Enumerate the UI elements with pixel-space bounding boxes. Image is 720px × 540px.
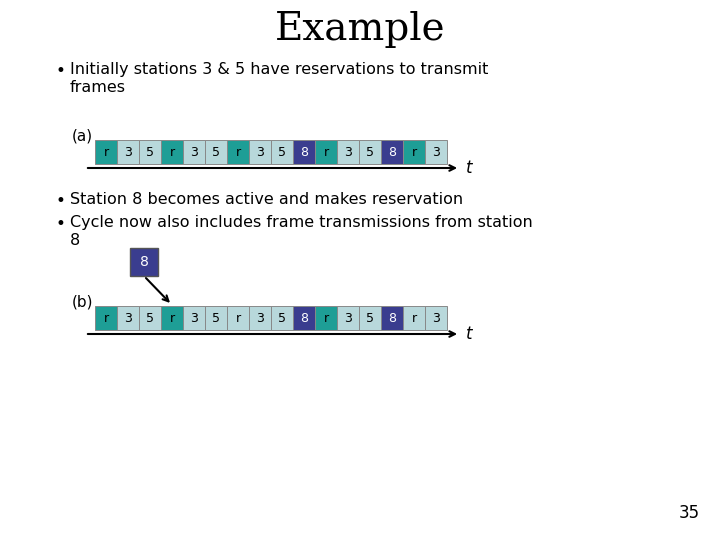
Text: r: r: [169, 145, 174, 159]
Text: 5: 5: [212, 312, 220, 325]
Bar: [161, 306, 183, 330]
Bar: [139, 306, 161, 330]
Bar: [227, 140, 249, 164]
Text: 5: 5: [366, 145, 374, 159]
Bar: [95, 140, 117, 164]
Text: 3: 3: [190, 312, 198, 325]
Bar: [161, 140, 183, 164]
Text: 5: 5: [278, 312, 286, 325]
Bar: [381, 306, 403, 330]
Bar: [337, 140, 359, 164]
Text: r: r: [323, 145, 328, 159]
Bar: [425, 140, 447, 164]
Text: 5: 5: [146, 312, 154, 325]
Bar: [337, 306, 359, 330]
Text: 8: 8: [300, 145, 308, 159]
Text: 8: 8: [388, 312, 396, 325]
Text: 3: 3: [344, 312, 352, 325]
Bar: [249, 306, 271, 330]
Bar: [95, 306, 117, 330]
Text: frames: frames: [70, 80, 126, 95]
Bar: [117, 306, 139, 330]
Text: Initially stations 3 & 5 have reservations to transmit: Initially stations 3 & 5 have reservatio…: [70, 62, 488, 77]
Text: 5: 5: [278, 145, 286, 159]
Text: 5: 5: [212, 145, 220, 159]
Bar: [130, 248, 158, 276]
Text: 8: 8: [300, 312, 308, 325]
Bar: [227, 306, 249, 330]
Text: 3: 3: [190, 145, 198, 159]
Text: •: •: [55, 192, 65, 210]
Text: 3: 3: [256, 145, 264, 159]
Text: 35: 35: [679, 504, 700, 522]
Bar: [249, 140, 271, 164]
Text: 5: 5: [146, 145, 154, 159]
Text: (a): (a): [72, 129, 93, 144]
Text: 8: 8: [388, 145, 396, 159]
Text: 3: 3: [432, 312, 440, 325]
Text: r: r: [323, 312, 328, 325]
Bar: [293, 306, 315, 330]
Bar: [403, 306, 425, 330]
Bar: [315, 306, 337, 330]
Text: 3: 3: [124, 145, 132, 159]
Text: Example: Example: [275, 11, 445, 49]
Text: (b): (b): [72, 294, 94, 309]
Text: 3: 3: [344, 145, 352, 159]
Text: r: r: [169, 312, 174, 325]
Bar: [183, 306, 205, 330]
Bar: [359, 140, 381, 164]
Text: Cycle now also includes frame transmissions from station: Cycle now also includes frame transmissi…: [70, 215, 533, 230]
Bar: [117, 140, 139, 164]
Bar: [271, 306, 293, 330]
Text: •: •: [55, 215, 65, 233]
Bar: [205, 140, 227, 164]
Text: 5: 5: [366, 312, 374, 325]
Bar: [183, 140, 205, 164]
Text: r: r: [235, 312, 240, 325]
Text: Station 8 becomes active and makes reservation: Station 8 becomes active and makes reser…: [70, 192, 463, 207]
Bar: [139, 140, 161, 164]
Text: 3: 3: [256, 312, 264, 325]
Bar: [315, 140, 337, 164]
Text: r: r: [411, 145, 417, 159]
Text: •: •: [55, 62, 65, 80]
Text: r: r: [235, 145, 240, 159]
Bar: [205, 306, 227, 330]
Bar: [381, 140, 403, 164]
Text: r: r: [104, 312, 109, 325]
Text: 8: 8: [70, 233, 80, 248]
Text: t: t: [466, 159, 472, 177]
Text: r: r: [411, 312, 417, 325]
Bar: [425, 306, 447, 330]
Bar: [359, 306, 381, 330]
Text: 3: 3: [124, 312, 132, 325]
Text: 3: 3: [432, 145, 440, 159]
Text: 8: 8: [140, 255, 148, 269]
Text: r: r: [104, 145, 109, 159]
Text: t: t: [466, 325, 472, 343]
Bar: [271, 140, 293, 164]
Bar: [293, 140, 315, 164]
Bar: [403, 140, 425, 164]
